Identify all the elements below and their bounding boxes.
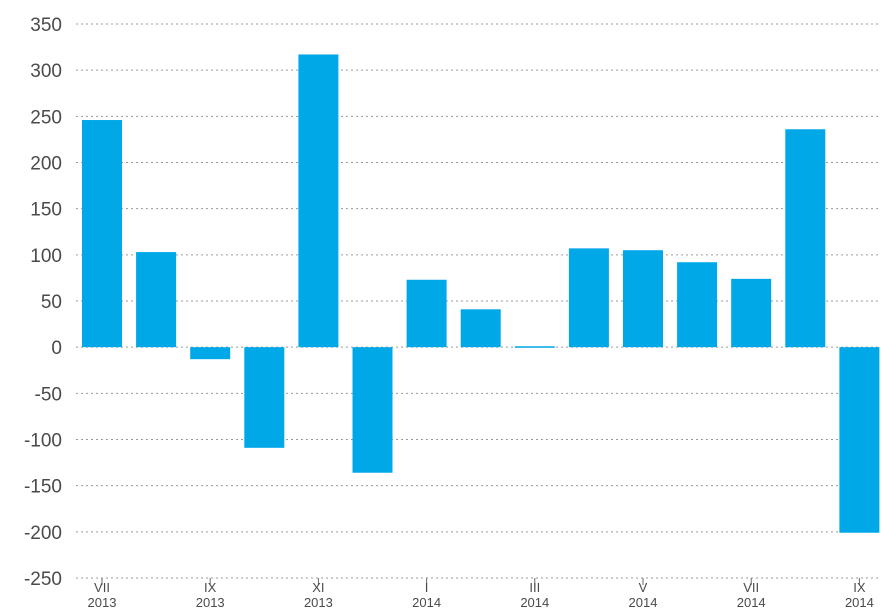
- bar-vii-2013: [82, 120, 122, 348]
- bar-i-2014: [406, 279, 447, 348]
- bar-viii-2014: [785, 129, 826, 348]
- x-tick-label: V 2014: [629, 580, 658, 610]
- y-tick-label: 250: [30, 107, 62, 128]
- x-tick-label: XI 2013: [304, 580, 333, 610]
- y-tick-label: 150: [30, 200, 62, 221]
- y-tick-label: -200: [24, 523, 62, 544]
- x-tick-label: IX 2013: [196, 580, 225, 610]
- bar-x-2013: [244, 347, 285, 448]
- x-tick-label: VII 2013: [88, 580, 117, 610]
- bar-xi-2013: [298, 54, 339, 348]
- y-tick-label: 50: [41, 292, 62, 313]
- x-tick-label: IX 2014: [845, 580, 874, 610]
- bar-xii-2013: [352, 347, 393, 473]
- bar-iii-2014: [514, 346, 555, 348]
- y-tick-label: 300: [30, 61, 62, 82]
- bar-viii-2013: [136, 252, 177, 348]
- bars: [82, 54, 880, 533]
- bar-ix-2014: [839, 347, 880, 533]
- x-axis-ticks: VII 2013 IX 2013 XI 2013 I 2014 III 2014 V 2014 VII 2…: [88, 578, 874, 610]
- bar-ix-2013: [190, 347, 231, 360]
- y-tick-label: -50: [35, 384, 62, 405]
- y-tick-label: -250: [24, 569, 62, 590]
- bar-vii-2014: [731, 278, 772, 348]
- y-axis-ticks: 350 300 250 200 150 100 50 0 -50 -100 -150 -200 -250: [24, 15, 62, 590]
- bar-iv-2014: [568, 248, 609, 348]
- bar-ii-2014: [460, 309, 501, 348]
- x-tick-label: III 2014: [520, 580, 549, 610]
- y-tick-label: -100: [24, 431, 62, 452]
- y-tick-label: 0: [51, 338, 62, 359]
- x-tick-label: VII 2014: [737, 580, 766, 610]
- y-tick-label: -150: [24, 477, 62, 498]
- y-tick-label: 350: [30, 15, 62, 36]
- y-tick-label: 100: [30, 246, 62, 267]
- y-tick-label: 200: [30, 154, 62, 175]
- bar-vi-2014: [677, 262, 718, 348]
- x-tick-label: I 2014: [412, 580, 441, 610]
- bar-v-2014: [623, 250, 663, 348]
